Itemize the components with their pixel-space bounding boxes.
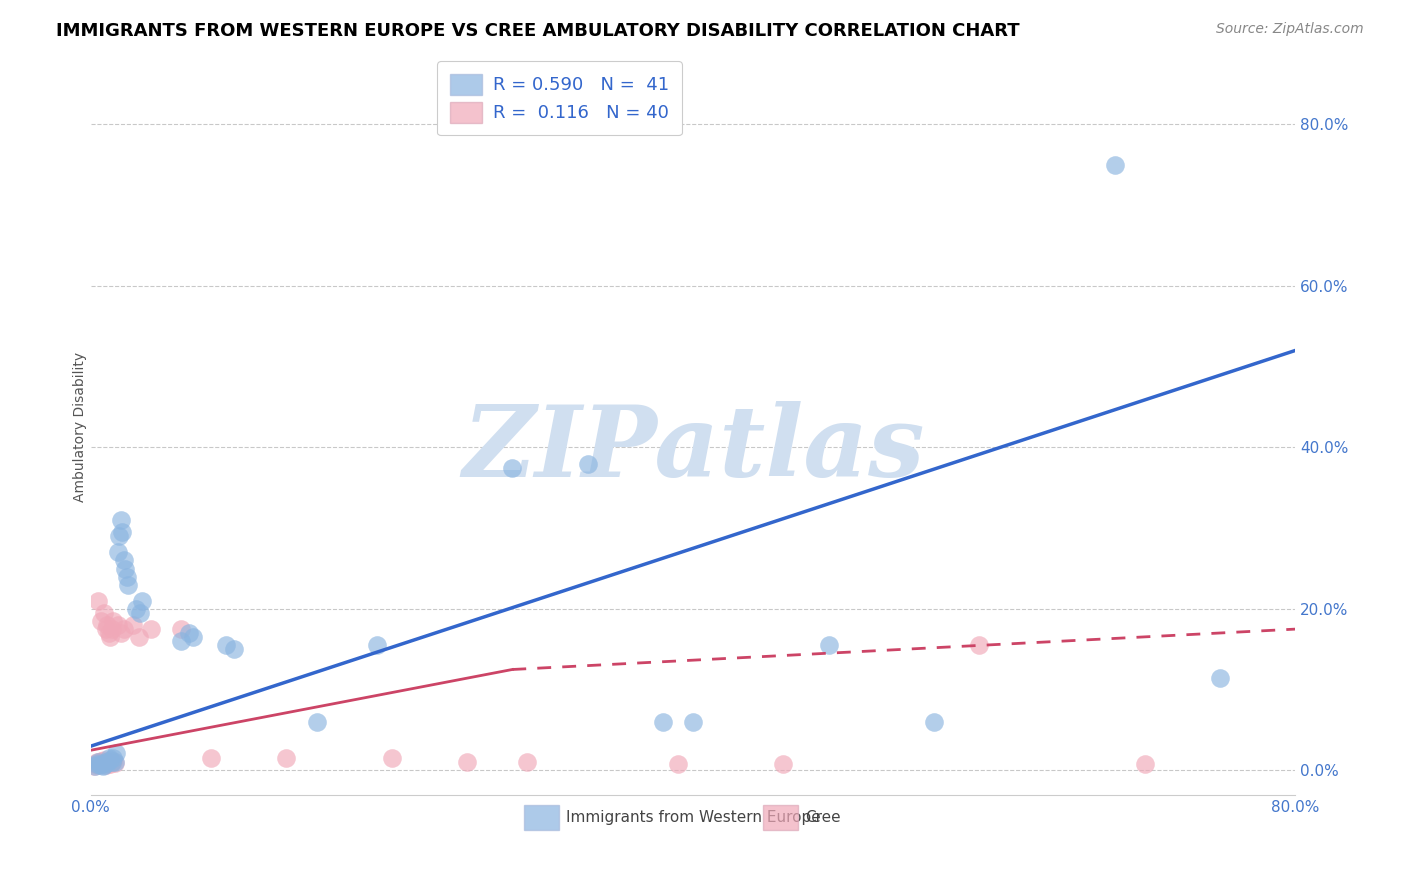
- Point: [682, 714, 704, 729]
- Point: [666, 757, 689, 772]
- Point: [104, 756, 127, 770]
- Point: [93, 753, 115, 767]
- Point: [87, 594, 110, 608]
- Point: [94, 756, 117, 770]
- Point: [772, 757, 794, 772]
- Legend: R = 0.590   N =  41, R =  0.116   N = 40: R = 0.590 N = 41, R = 0.116 N = 40: [437, 62, 682, 136]
- Point: [110, 513, 132, 527]
- Text: ZIPatlas: ZIPatlas: [461, 401, 924, 498]
- Point: [90, 757, 112, 772]
- Point: [103, 754, 125, 768]
- Point: [501, 460, 523, 475]
- Point: [381, 751, 404, 765]
- Point: [456, 756, 478, 770]
- Point: [1133, 757, 1156, 772]
- Point: [177, 626, 200, 640]
- Point: [215, 638, 238, 652]
- Point: [576, 457, 599, 471]
- Point: [117, 577, 139, 591]
- Point: [98, 757, 121, 772]
- Point: [107, 545, 129, 559]
- Point: [90, 754, 112, 768]
- Text: IMMIGRANTS FROM WESTERN EUROPE VS CREE AMBULATORY DISABILITY CORRELATION CHART: IMMIGRANTS FROM WESTERN EUROPE VS CREE A…: [56, 22, 1019, 40]
- Point: [103, 750, 125, 764]
- Point: [84, 759, 107, 773]
- Point: [651, 714, 673, 729]
- Point: [86, 757, 108, 772]
- Point: [366, 638, 388, 652]
- Point: [93, 606, 115, 620]
- Point: [89, 757, 111, 772]
- Point: [98, 753, 121, 767]
- Point: [104, 756, 127, 771]
- Point: [91, 756, 114, 770]
- Point: [97, 755, 120, 769]
- Point: [114, 561, 136, 575]
- Point: [139, 622, 162, 636]
- Point: [112, 622, 135, 636]
- Point: [103, 614, 125, 628]
- Point: [516, 756, 538, 770]
- Point: [87, 757, 110, 772]
- Point: [170, 622, 193, 636]
- Point: [817, 638, 839, 652]
- Point: [100, 755, 122, 769]
- Point: [222, 642, 245, 657]
- Point: [110, 626, 132, 640]
- Point: [84, 757, 107, 772]
- Point: [1104, 158, 1126, 172]
- Point: [181, 630, 204, 644]
- Y-axis label: Ambulatory Disability: Ambulatory Disability: [73, 352, 87, 502]
- Point: [96, 756, 118, 771]
- Point: [94, 622, 117, 636]
- Point: [1209, 671, 1232, 685]
- Point: [200, 751, 222, 765]
- Point: [112, 553, 135, 567]
- Point: [96, 618, 118, 632]
- Point: [94, 757, 117, 772]
- Point: [97, 626, 120, 640]
- Point: [305, 714, 328, 729]
- Text: Immigrants from Western Europe: Immigrants from Western Europe: [567, 811, 821, 825]
- Point: [100, 756, 122, 770]
- Point: [125, 602, 148, 616]
- Text: Cree: Cree: [806, 811, 841, 825]
- Point: [105, 746, 128, 760]
- Point: [170, 634, 193, 648]
- Point: [87, 756, 110, 770]
- Point: [90, 614, 112, 628]
- Text: Source: ZipAtlas.com: Source: ZipAtlas.com: [1216, 22, 1364, 37]
- Point: [131, 594, 153, 608]
- Point: [922, 714, 945, 729]
- Point: [967, 638, 990, 652]
- Point: [129, 606, 152, 620]
- Point: [276, 751, 298, 765]
- Point: [111, 525, 134, 540]
- Point: [91, 758, 114, 772]
- Point: [96, 756, 118, 771]
- Point: [98, 630, 121, 644]
- Point: [115, 569, 138, 583]
- Point: [89, 756, 111, 771]
- Point: [86, 756, 108, 770]
- Point: [97, 751, 120, 765]
- Point: [121, 618, 143, 632]
- Point: [128, 630, 150, 644]
- Point: [83, 759, 105, 773]
- Point: [93, 757, 115, 772]
- Point: [107, 618, 129, 632]
- Point: [100, 622, 122, 636]
- Point: [108, 529, 131, 543]
